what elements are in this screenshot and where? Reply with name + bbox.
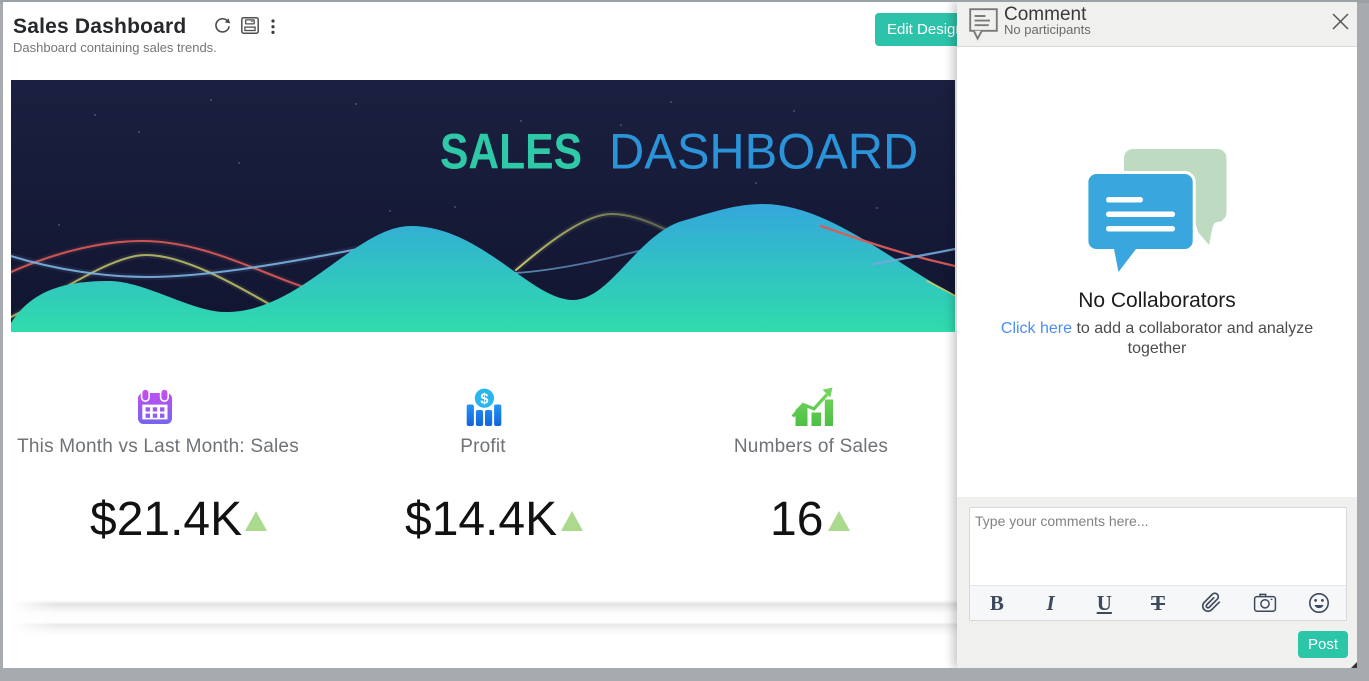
svg-text:SALES: SALES: [440, 123, 582, 179]
svg-text:DASHBOARD: DASHBOARD: [609, 124, 918, 180]
svg-text:$: $: [480, 391, 488, 407]
